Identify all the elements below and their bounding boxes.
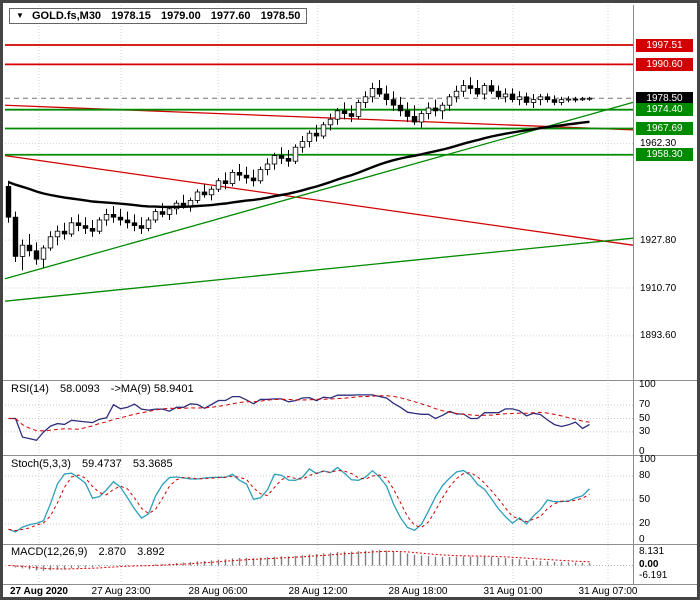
- macd-value: 2.870: [98, 546, 127, 558]
- time-axis-label: 27 Aug 2020: [10, 586, 68, 597]
- rsi-scale-label: 0: [639, 446, 645, 457]
- time-axis-label: 28 Aug 06:00: [188, 586, 248, 597]
- time-axis-label: 31 Aug 01:00: [483, 586, 543, 597]
- low-value: 1977.60: [210, 10, 251, 22]
- macd-scale-label: -6.191: [639, 570, 668, 581]
- resistance-price-tag: 1990.60: [636, 58, 693, 71]
- stoch-title: Stoch(5,3,3): [11, 458, 71, 470]
- price-grid-label: 1962.30: [640, 138, 677, 149]
- time-axis-label: 31 Aug 07:00: [578, 586, 638, 597]
- rsi-ma-title: ->MA(9): [110, 383, 151, 395]
- resistance-price-tag: 1997.51: [636, 39, 693, 52]
- rsi-value: 58.0093: [59, 383, 100, 395]
- high-value: 1979.00: [160, 10, 201, 22]
- stoch-d-value: 53.3685: [132, 458, 173, 470]
- rsi-scale-label: 70: [639, 399, 651, 410]
- stoch-k-value: 59.4737: [81, 458, 122, 470]
- open-value: 1978.15: [111, 10, 151, 22]
- panel-divider[interactable]: [3, 544, 697, 545]
- support-price-tag: 1967.69: [636, 122, 693, 135]
- time-axis-label: 27 Aug 23:00: [91, 586, 151, 597]
- stoch-scale-label: 20: [639, 518, 651, 529]
- symbol-ohlc-box: ▼ GOLD.fs,M30 1978.15 1979.00 1977.60 19…: [9, 8, 308, 24]
- time-axis-divider[interactable]: [3, 584, 697, 585]
- symbol-label: GOLD.fs,M30: [31, 10, 102, 22]
- support-price-tag: 1958.30: [636, 148, 693, 161]
- current-price-tag: 1978.50: [636, 92, 693, 105]
- macd-label: MACD(12,26,9) 2.870 3.892: [11, 546, 165, 558]
- price-grid-label: 1927.80: [640, 235, 677, 246]
- panel-divider[interactable]: [3, 380, 697, 381]
- time-axis-label: 28 Aug 18:00: [388, 586, 448, 597]
- rsi-scale-label: 100: [639, 379, 656, 390]
- rsi-scale-label: 30: [639, 426, 651, 437]
- stoch-label: Stoch(5,3,3) 59.4737 53.3685: [11, 458, 173, 470]
- chart-surface[interactable]: [3, 3, 697, 597]
- rsi-scale-label: 50: [639, 413, 651, 424]
- stoch-scale-label: 80: [639, 470, 651, 481]
- price-axis-separator[interactable]: [633, 5, 634, 584]
- macd-signal-value: 3.892: [137, 546, 165, 558]
- rsi-ma-value: 58.9401: [153, 383, 194, 395]
- rsi-title: RSI(14): [11, 383, 49, 395]
- triangle-icon: ▼: [16, 11, 24, 20]
- price-grid-label: 1893.60: [640, 330, 677, 341]
- support-price-tag: 1974.40: [636, 103, 693, 116]
- macd-scale-label: 0.00: [639, 559, 659, 570]
- stoch-scale-label: 0: [639, 534, 645, 545]
- time-axis-label: 28 Aug 12:00: [288, 586, 348, 597]
- close-value: 1978.50: [260, 10, 301, 22]
- macd-scale-label: 8.131: [639, 546, 665, 557]
- stoch-scale-label: 100: [639, 454, 656, 465]
- price-grid-label: 1910.70: [640, 283, 677, 294]
- rsi-label: RSI(14) 58.0093 ->MA(9) 58.9401: [11, 383, 194, 395]
- stoch-scale-label: 50: [639, 494, 651, 505]
- macd-title: MACD(12,26,9): [11, 546, 88, 558]
- panel-divider[interactable]: [3, 455, 697, 456]
